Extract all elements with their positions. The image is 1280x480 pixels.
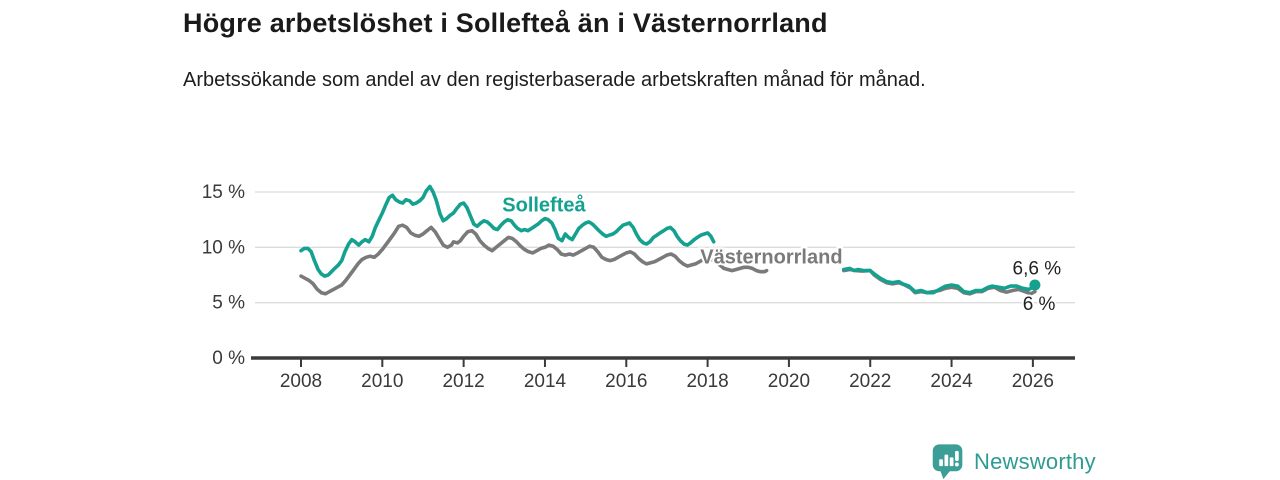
x-tick-label: 2018: [686, 371, 728, 392]
end-label-vasternorrland: 6 %: [1023, 294, 1056, 315]
series-label-vasternorrland: Västernorrland: [700, 246, 842, 268]
series-label-solleftea: Sollefteå: [502, 193, 586, 216]
x-tick-label: 2026: [1012, 371, 1054, 392]
y-tick-label: 15 %: [202, 182, 245, 203]
y-tick-label: 5 %: [212, 293, 245, 314]
series-line-solleftea: [841, 266, 1037, 295]
x-tick-label: 2016: [605, 371, 647, 392]
x-tick-label: 2024: [930, 371, 973, 392]
brand-name: Newsworthy: [974, 448, 1096, 474]
series-end-dot-solleftea: [1029, 279, 1041, 291]
newsworthy-logo-icon: [932, 444, 963, 480]
x-tick-label: 2012: [442, 371, 484, 392]
y-tick-label: 0 %: [212, 348, 245, 369]
series-line-vasternorrland: [299, 223, 769, 296]
chart-subtitle: Arbetssökande som andel av den registerb…: [183, 69, 926, 91]
x-tick-label: 2020: [768, 371, 810, 392]
chart-title: Högre arbetslöshet i Sollefteå än i Väst…: [183, 8, 828, 38]
x-tick-label: 2010: [361, 371, 403, 392]
x-tick-label: 2008: [280, 371, 322, 392]
y-tick-label: 10 %: [202, 237, 245, 258]
x-tick-label: 2014: [524, 371, 567, 392]
x-tick-label: 2022: [849, 371, 891, 392]
end-label-solleftea: 6,6 %: [1013, 258, 1062, 279]
brand-footer: Newsworthy: [931, 443, 1096, 480]
series-line-solleftea: [299, 184, 716, 278]
